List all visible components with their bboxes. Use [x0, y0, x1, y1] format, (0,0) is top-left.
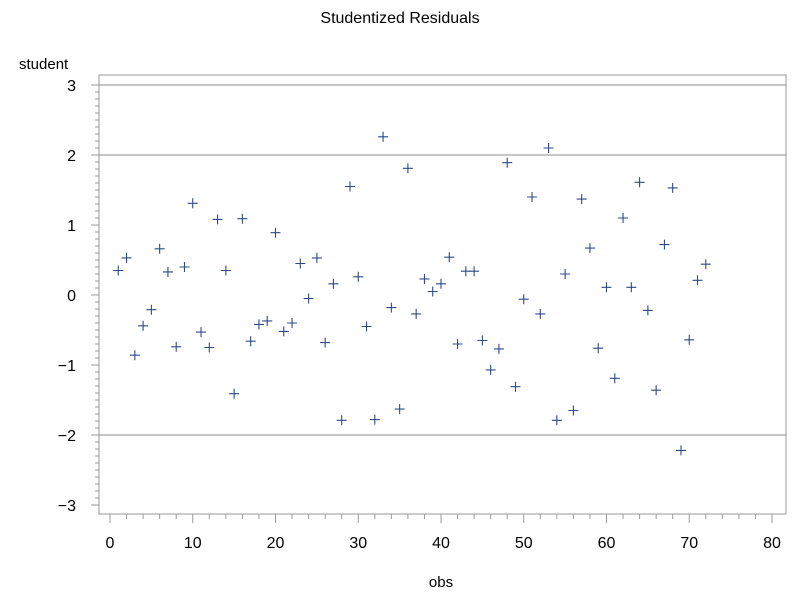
data-point [477, 335, 488, 346]
data-point [593, 343, 604, 354]
data-point [138, 320, 149, 331]
y-tick-label: 0 [67, 288, 76, 305]
y-tick-label: 1 [67, 218, 76, 235]
data-point [162, 266, 173, 277]
data-point [411, 308, 422, 319]
data-point [121, 252, 132, 263]
data-point [584, 243, 595, 254]
x-tick-label: 20 [267, 535, 285, 552]
data-point [311, 252, 322, 263]
data-point [535, 308, 546, 319]
x-tick-label: 80 [763, 535, 781, 552]
data-point [220, 265, 231, 276]
data-point [551, 415, 562, 426]
data-point [626, 282, 637, 293]
y-minor-ticks [95, 91, 99, 499]
data-point [560, 269, 571, 279]
data-point [618, 213, 629, 223]
x-tick-label: 40 [432, 535, 450, 552]
data-point [684, 334, 695, 345]
data-point [675, 445, 686, 456]
data-point [469, 266, 480, 277]
data-point [601, 282, 612, 293]
data-point [493, 343, 504, 354]
data-point [196, 327, 207, 338]
y-tick-label: −1 [58, 358, 76, 375]
x-tick-label: 70 [680, 535, 698, 552]
data-point [212, 214, 223, 225]
data-point [634, 177, 645, 188]
y-tick-label: 3 [67, 78, 76, 95]
data-point [402, 163, 413, 174]
data-point [692, 275, 703, 286]
data-point [361, 321, 372, 332]
data-point [394, 404, 405, 415]
data-point [270, 227, 281, 238]
y-tick-label: −2 [58, 428, 76, 445]
data-point [436, 278, 446, 289]
x-tick-label: 60 [598, 535, 616, 552]
data-point [419, 273, 430, 284]
x-tick-label: 30 [349, 535, 367, 552]
y-tick-label: −3 [58, 498, 76, 515]
data-point [568, 405, 579, 416]
data-point [378, 131, 389, 142]
data-point [320, 337, 331, 348]
data-point [146, 304, 157, 315]
data-point [253, 319, 264, 330]
data-point [427, 286, 438, 297]
x-axis-label: obs [429, 574, 453, 591]
data-point [113, 265, 124, 276]
data-point [700, 259, 711, 270]
data-point [609, 373, 620, 384]
data-point [369, 414, 380, 425]
reference-lines [99, 84, 786, 436]
data-point [229, 388, 240, 399]
data-point [328, 278, 339, 289]
data-point [303, 293, 314, 304]
y-axis: 3 2 1 0 −1 −2 −3 [58, 78, 99, 515]
data-point [485, 364, 496, 375]
data-point [452, 339, 463, 349]
data-point [179, 262, 190, 272]
data-point [295, 258, 306, 269]
x-tick-label: 10 [184, 535, 202, 552]
data-point [502, 157, 513, 168]
data-point [287, 318, 298, 328]
data-point [386, 302, 397, 313]
data-point [510, 381, 521, 392]
data-point [237, 213, 248, 224]
data-point [171, 341, 182, 352]
data-point [204, 342, 215, 353]
data-points [113, 131, 711, 456]
data-point [518, 294, 529, 305]
plot-frame [98, 74, 787, 515]
data-point [187, 198, 198, 209]
data-point [262, 315, 273, 326]
x-tick-label: 0 [106, 535, 115, 552]
chart-title: Studentized Residuals [320, 10, 479, 27]
y-axis-label: student [19, 56, 69, 73]
data-point [278, 326, 289, 337]
data-point [576, 194, 587, 205]
data-point [344, 181, 355, 192]
data-point [444, 252, 455, 263]
x-tick-label: 50 [515, 535, 533, 552]
data-point [129, 350, 140, 361]
y-tick-label: 2 [67, 148, 76, 165]
data-point [642, 305, 653, 316]
data-point [543, 143, 554, 153]
data-point [154, 243, 165, 254]
x-axis: 0 10 20 30 40 50 60 70 80 [106, 514, 781, 552]
data-point [353, 271, 364, 282]
data-point [245, 336, 256, 347]
data-point [667, 182, 678, 193]
data-point [336, 415, 347, 426]
data-point [659, 239, 670, 250]
data-point [651, 385, 662, 396]
data-point [527, 192, 538, 202]
